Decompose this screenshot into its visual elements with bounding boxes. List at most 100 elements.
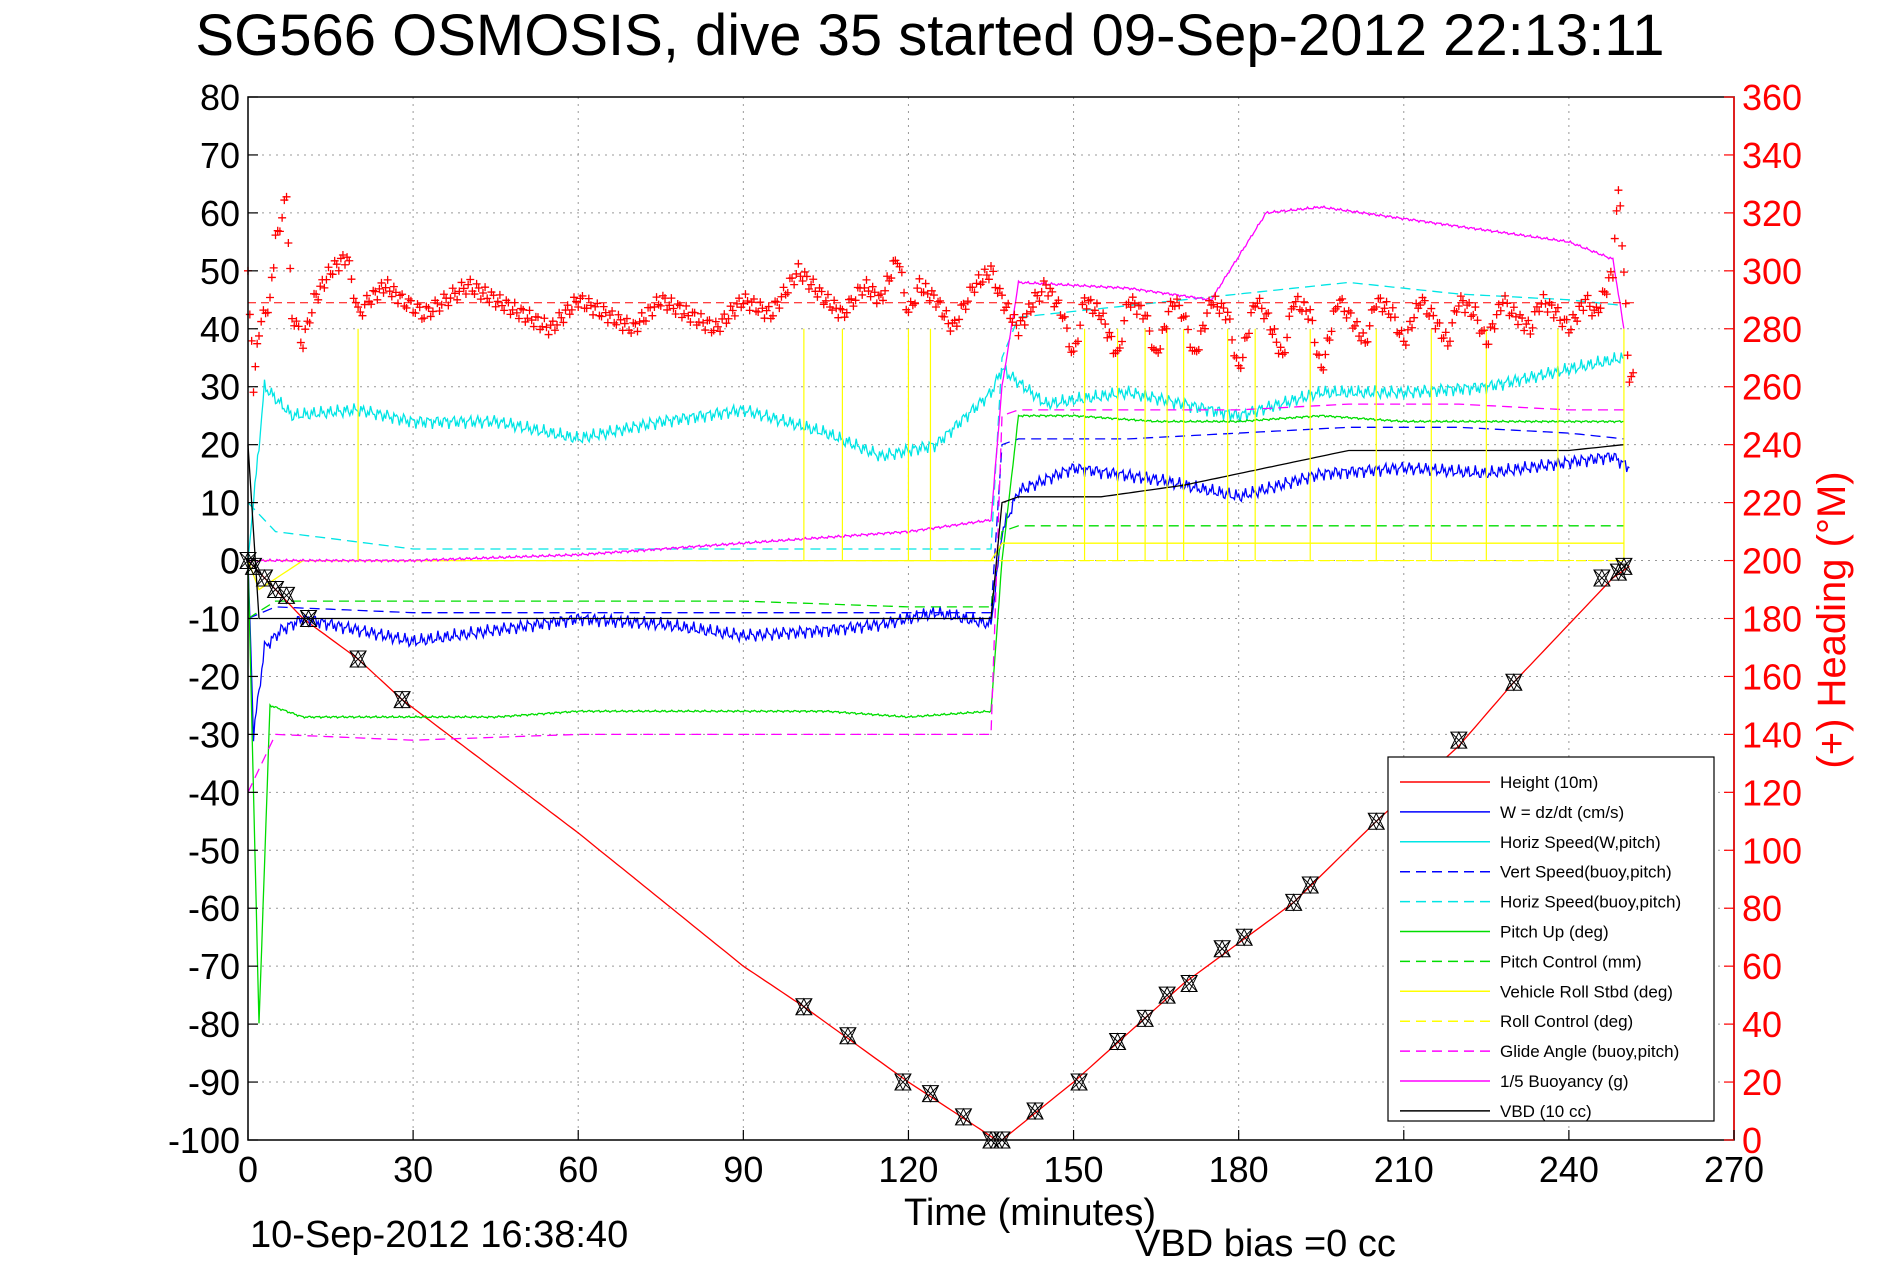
heading-point <box>1549 313 1558 322</box>
depth-marker <box>1505 673 1523 692</box>
heading-point <box>851 296 860 305</box>
heading-point <box>1181 312 1190 321</box>
heading-point <box>868 282 877 291</box>
heading-point <box>1205 296 1214 305</box>
heading-point <box>1625 378 1634 387</box>
heading-point <box>978 278 987 287</box>
heading-point <box>665 301 674 310</box>
x-tick-label: 240 <box>1539 1149 1599 1190</box>
heading-point <box>980 265 989 274</box>
heading-point <box>481 283 490 292</box>
heading-point <box>292 317 301 326</box>
depth-marker <box>1450 731 1468 750</box>
heading-point <box>1562 315 1571 324</box>
heading-point <box>1306 305 1315 314</box>
heading-point <box>1456 292 1465 301</box>
heading-point <box>929 291 938 300</box>
heading-point <box>1618 241 1627 250</box>
heading-point <box>540 314 549 323</box>
heading-point <box>1128 293 1137 302</box>
series-layer <box>247 205 1630 1141</box>
heading-point <box>1076 321 1085 330</box>
depth-marker <box>894 1072 912 1092</box>
heading-point <box>381 283 390 292</box>
heading-point <box>1014 331 1023 340</box>
heading-point <box>491 302 500 311</box>
depth-marker <box>1180 974 1198 993</box>
heading-point <box>478 289 487 298</box>
heading-point <box>788 274 797 283</box>
heading-point <box>1390 313 1399 322</box>
series-line <box>247 403 1624 793</box>
heading-point <box>1458 296 1467 305</box>
legend-entry: Glide Angle (buoy,pitch) <box>1500 1042 1679 1061</box>
heading-point <box>1247 308 1256 317</box>
heading-point <box>921 279 930 288</box>
heading-point <box>1359 328 1368 337</box>
heading-point <box>667 294 676 303</box>
x-axis-ticks: 0 30 60 90 120 150 180 210 240 270 <box>238 1130 1764 1190</box>
series-line <box>247 281 1624 550</box>
heading-point <box>998 291 1007 300</box>
x-tick-label: 60 <box>558 1149 598 1190</box>
heading-point <box>950 316 959 325</box>
heading-point <box>1629 368 1638 377</box>
heading-point <box>637 308 646 317</box>
legend-entry: VBD (10 cc) <box>1500 1102 1592 1121</box>
heading-point <box>415 303 424 312</box>
heading-point <box>358 311 367 320</box>
heading-point <box>656 301 665 310</box>
heading-point <box>1042 281 1051 290</box>
heading-point <box>641 317 650 326</box>
depth-marker-layer <box>239 551 1633 1150</box>
heading-point <box>1173 295 1182 304</box>
heading-point <box>1175 301 1184 310</box>
heading-point <box>1461 308 1470 317</box>
heading-point <box>1184 325 1193 334</box>
heading-point <box>931 303 940 312</box>
heading-point <box>1010 310 1019 319</box>
right-axis-label: (+) Heading (°M) <box>1810 471 1854 768</box>
depth-marker <box>255 568 274 588</box>
heading-point <box>1452 307 1461 316</box>
heading-point <box>777 292 786 301</box>
heading-point <box>1283 333 1292 342</box>
y-tick-label: -10 <box>188 599 240 640</box>
legend-entry: Horiz Speed(W,pitch) <box>1500 833 1661 852</box>
heading-point <box>586 301 595 310</box>
right-tick-label: 120 <box>1742 772 1802 813</box>
heading-point <box>1062 324 1071 333</box>
heading-point <box>972 279 981 288</box>
heading-point <box>506 310 515 319</box>
heading-point <box>982 270 991 279</box>
heading-point <box>1164 307 1173 316</box>
heading-point <box>1526 329 1535 338</box>
heading-point <box>995 284 1004 293</box>
heading-point <box>466 275 475 284</box>
heading-point <box>1107 332 1116 341</box>
y-tick-label: 40 <box>200 309 240 350</box>
heading-point <box>589 310 598 319</box>
legend-entry: Pitch Up (deg) <box>1500 923 1609 942</box>
heading-point <box>1577 298 1586 307</box>
heading-point <box>779 283 788 292</box>
heading-point <box>1606 267 1615 276</box>
heading-point <box>316 282 325 291</box>
heading-point <box>1194 345 1203 354</box>
heading-point <box>605 311 614 320</box>
heading-point <box>1446 337 1455 346</box>
heading-point <box>1535 307 1544 316</box>
heading-point <box>1018 313 1027 322</box>
heading-point <box>544 330 553 339</box>
heading-point <box>1539 290 1548 299</box>
heading-point <box>622 314 631 323</box>
heading-point <box>1416 301 1425 310</box>
heading-point <box>567 305 576 314</box>
heading-point <box>1355 332 1364 341</box>
heading-point <box>1268 330 1277 339</box>
heading-point <box>1082 304 1091 313</box>
heading-point <box>872 299 881 308</box>
heading-point <box>895 262 904 271</box>
right-tick-label: 340 <box>1742 135 1802 176</box>
y-tick-label: -20 <box>188 656 240 697</box>
